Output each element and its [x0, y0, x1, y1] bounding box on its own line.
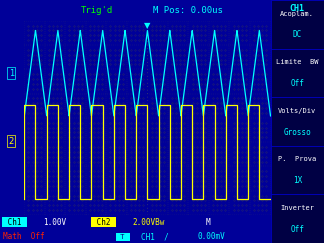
Text: M Pos: 0.00us: M Pos: 0.00us [153, 6, 223, 15]
Text: Math  Off: Math Off [3, 232, 44, 241]
Bar [271, 49, 324, 97]
Text: CH1  /: CH1 / [141, 232, 168, 241]
Text: Off: Off [290, 79, 304, 88]
Text: Ch2: Ch2 [92, 217, 115, 226]
Text: M: M [206, 217, 210, 226]
Text: Ch1: Ch1 [3, 217, 26, 226]
Text: ▼: ▼ [144, 21, 151, 30]
Text: Acoplam.: Acoplam. [280, 11, 314, 17]
Text: DC: DC [293, 30, 302, 40]
Text: 0.00mV: 0.00mV [198, 232, 225, 241]
Text: Off: Off [290, 225, 304, 234]
Text: Volts/Div: Volts/Div [278, 108, 317, 114]
Text: 2.00VBw: 2.00VBw [133, 217, 165, 226]
Bar [271, 0, 324, 49]
Text: 1X: 1X [293, 176, 302, 185]
Text: 1: 1 [9, 69, 14, 78]
Text: Limite  BW: Limite BW [276, 59, 318, 65]
Text: CH1: CH1 [290, 4, 305, 13]
Text: 2: 2 [9, 137, 14, 146]
Text: T: T [116, 234, 129, 240]
Bar [271, 194, 324, 243]
Text: Trig'd: Trig'd [81, 6, 113, 15]
Text: Inverter: Inverter [280, 205, 314, 211]
Text: ◄: ◄ [271, 102, 276, 108]
Text: CH1: CH1 [283, 5, 300, 15]
Text: Grosso: Grosso [284, 128, 311, 137]
Bar [271, 97, 324, 146]
Bar [271, 146, 324, 194]
Text: P.  Prova: P. Prova [278, 156, 317, 162]
Text: 1.00V: 1.00V [43, 217, 66, 226]
